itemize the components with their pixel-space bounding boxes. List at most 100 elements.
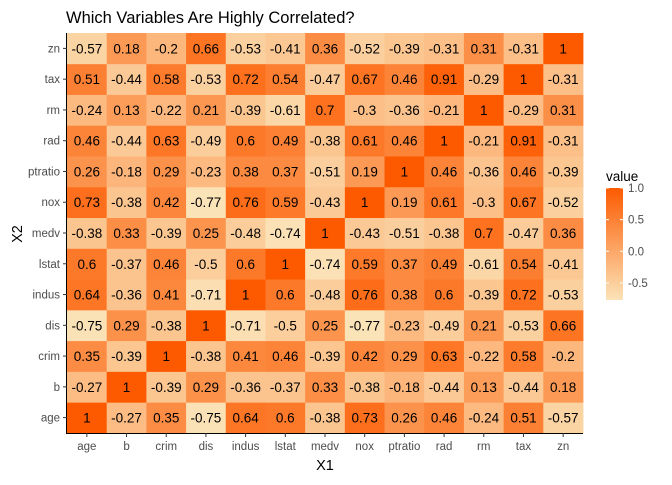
heatmap-cell-crim-indus <box>225 340 266 372</box>
heatmap-cell-tax-age <box>67 63 108 95</box>
y-tick-label-b: b <box>54 382 60 394</box>
cell-label-ptratio-b: -0.18 <box>111 164 142 179</box>
heatmap-cell-age-rad <box>424 402 465 434</box>
y-axis-ticks: age b crim dis indus lstat medv nox ptratio rad rm… <box>28 43 67 425</box>
cell-label-rm-dis: 0.21 <box>193 103 219 118</box>
heatmap-cell-indus-zn <box>543 279 584 311</box>
cell-label-age-b: -0.27 <box>111 411 142 426</box>
cell-label-ptratio-ptratio: 1 <box>401 164 409 179</box>
cell-label-b-medv: 0.33 <box>312 380 338 395</box>
heatmap-cell-dis-nox <box>344 309 385 342</box>
cell-label-lstat-nox: 0.59 <box>352 257 378 272</box>
y-tick-label-lstat: lstat <box>39 259 61 271</box>
cell-label-indus-lstat: 0.6 <box>276 288 295 303</box>
cell-label-ptratio-dis: -0.23 <box>191 164 222 179</box>
cell-label-nox-crim: 0.42 <box>153 195 179 210</box>
heatmap-cell-lstat-ptratio <box>384 248 425 280</box>
heatmap-cell-medv-rm <box>463 217 505 249</box>
y-tick-label-crim: crim <box>38 351 60 363</box>
heatmap-cell-crim-zn <box>543 340 584 372</box>
cell-label-rad-nox: 0.61 <box>352 134 378 149</box>
heatmap-cell-lstat-medv <box>305 248 346 280</box>
cell-label-indus-tax: 0.72 <box>510 288 536 303</box>
heatmap-cell-medv-dis <box>186 217 227 249</box>
cell-label-medv-nox: -0.43 <box>349 226 380 241</box>
heatmap-cell-medv-rad <box>424 217 465 249</box>
heatmap-cells <box>67 33 584 434</box>
heatmap-cell-age-rm <box>463 402 505 434</box>
heatmap-cell-crim-crim <box>146 340 187 372</box>
cell-label-medv-zn: 0.36 <box>550 226 576 241</box>
cell-label-dis-ptratio: -0.23 <box>389 318 420 333</box>
x-tick-label-tax: tax <box>516 441 532 453</box>
cell-label-tax-nox: 0.67 <box>352 72 378 87</box>
heatmap-cell-medv-ptratio <box>384 217 425 249</box>
cell-label-zn-crim: -0.2 <box>155 41 178 56</box>
cell-label-rad-zn: -0.31 <box>548 134 579 149</box>
y-tick-label-rm: rm <box>47 105 60 117</box>
cell-label-zn-zn: 1 <box>559 41 567 56</box>
cell-label-b-zn: 0.18 <box>550 380 576 395</box>
cell-label-dis-age: -0.75 <box>71 318 102 333</box>
cell-label-tax-tax: 1 <box>520 72 528 87</box>
heatmap-cell-b-ptratio <box>384 371 425 403</box>
heatmap-cell-ptratio-indus <box>225 156 266 188</box>
heatmap-cell-b-medv <box>305 371 346 403</box>
heatmap-cell-ptratio-ptratio <box>384 156 425 188</box>
cell-label-medv-rad: -0.38 <box>429 226 460 241</box>
heatmap-cell-zn-ptratio <box>384 33 425 65</box>
cell-label-crim-lstat: 0.46 <box>272 349 298 364</box>
heatmap-cell-age-tax <box>503 402 544 434</box>
cell-label-ptratio-indus: 0.38 <box>232 164 258 179</box>
legend-title: value <box>606 169 638 184</box>
x-tick-label-nox: nox <box>355 441 374 453</box>
heatmap-cell-indus-rad <box>424 279 465 311</box>
cell-label-nox-rm: -0.3 <box>472 195 495 210</box>
heatmap-cell-b-b <box>106 371 147 403</box>
cell-label-ptratio-age: 0.26 <box>74 164 100 179</box>
x-tick-label-medv: medv <box>311 441 339 453</box>
heatmap-cell-rad-age <box>67 125 108 157</box>
cell-label-dis-crim: -0.38 <box>151 318 182 333</box>
heatmap-cell-medv-lstat <box>265 217 306 249</box>
cell-label-rad-indus: 0.6 <box>236 134 255 149</box>
heatmap-cell-dis-medv <box>305 309 346 342</box>
heatmap-cell-indus-rm <box>463 279 505 311</box>
heatmap-cell-nox-medv <box>305 186 346 219</box>
cell-label-age-ptratio: 0.26 <box>391 411 417 426</box>
heatmap-cell-medv-zn <box>543 217 584 249</box>
cell-label-tax-ptratio: 0.46 <box>391 72 417 87</box>
heatmap-cell-nox-lstat <box>265 186 306 219</box>
cell-label-dis-zn: 0.66 <box>550 318 576 333</box>
cell-label-crim-rad: 0.63 <box>431 349 457 364</box>
x-tick-label-ptratio: ptratio <box>388 441 420 453</box>
heatmap-cell-lstat-rm <box>463 248 505 280</box>
heatmap-cell-age-crim <box>146 402 187 434</box>
cell-label-dis-dis: 1 <box>202 318 210 333</box>
heatmap-cell-ptratio-lstat <box>265 156 306 188</box>
cell-label-rm-lstat: -0.61 <box>270 103 301 118</box>
cell-label-dis-lstat: -0.5 <box>274 318 297 333</box>
heatmap-cell-dis-zn <box>543 309 584 342</box>
heatmap-cell-medv-age <box>67 217 108 249</box>
heatmap-cell-rad-b <box>106 125 147 157</box>
cell-label-ptratio-rad: 0.46 <box>431 164 457 179</box>
heatmap-cell-rm-age <box>67 94 108 126</box>
cell-label-dis-b: 0.29 <box>113 318 139 333</box>
legend-tick-label: -0.5 <box>628 278 648 290</box>
heatmap-cell-zn-zn <box>543 33 584 65</box>
heatmap-cell-ptratio-rm <box>463 156 505 188</box>
color-legend: value 1.0 0.5 0.0 -0.5 <box>606 169 648 300</box>
x-axis-title: X1 <box>316 458 334 474</box>
cell-label-b-age: -0.27 <box>71 380 102 395</box>
heatmap-cell-crim-rm <box>463 340 505 372</box>
heatmap-cell-rm-indus <box>225 94 266 126</box>
x-tick-label-indus: indus <box>232 441 260 453</box>
heatmap-cell-lstat-rad <box>424 248 465 280</box>
cell-label-crim-crim: 1 <box>162 349 170 364</box>
heatmap-cell-lstat-zn <box>543 248 584 280</box>
cell-label-age-nox: 0.73 <box>352 411 378 426</box>
heatmap-cell-rm-tax <box>503 94 544 126</box>
